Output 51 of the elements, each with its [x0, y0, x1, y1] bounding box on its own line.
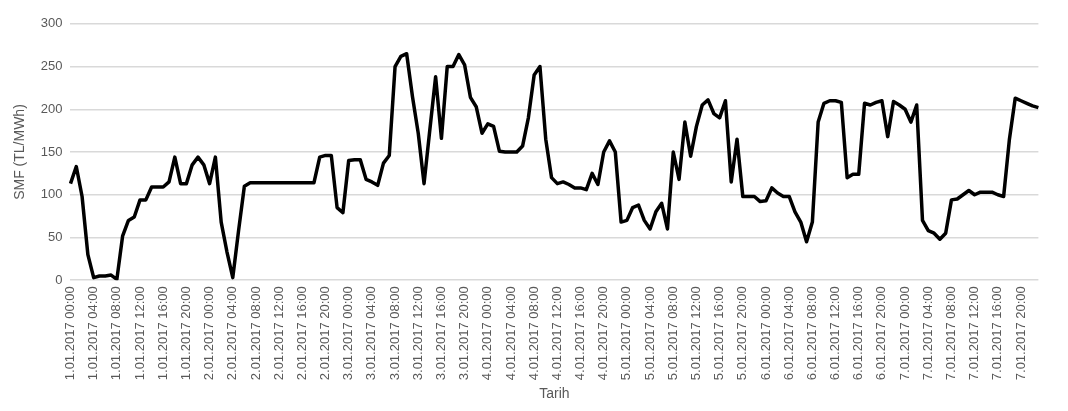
x-tick-label: 7.01.2017 04:00 — [919, 286, 935, 381]
y-tick-label: 0 — [55, 271, 63, 287]
x-tick-label: 2.01.2017 20:00 — [317, 286, 333, 381]
x-tick-label: 1.01.2017 20:00 — [177, 286, 193, 381]
x-tick-label: 1.01.2017 12:00 — [131, 286, 147, 381]
y-axis-title: SMF (TL/MWh) — [11, 104, 28, 200]
x-tick-label: 2.01.2017 08:00 — [247, 286, 263, 381]
x-tick-label: 6.01.2017 04:00 — [780, 286, 796, 381]
y-tick-label: 100 — [40, 186, 63, 202]
x-tick-label: 4.01.2017 00:00 — [479, 286, 495, 381]
x-tick-label: 4.01.2017 04:00 — [502, 286, 518, 381]
x-tick-label: 6.01.2017 20:00 — [873, 286, 889, 381]
x-tick-label: 7.01.2017 12:00 — [966, 286, 982, 381]
x-tick-label: 3.01.2017 08:00 — [386, 286, 402, 381]
x-tick-label: 1.01.2017 08:00 — [108, 286, 124, 381]
x-tick-label: 3.01.2017 12:00 — [409, 286, 425, 381]
x-tick-label: 5.01.2017 08:00 — [664, 286, 680, 381]
x-tick-label: 3.01.2017 04:00 — [363, 286, 379, 381]
y-tick-label: 50 — [48, 229, 63, 245]
x-tick-label: 7.01.2017 20:00 — [1012, 286, 1028, 381]
x-tick-label: 7.01.2017 00:00 — [896, 286, 912, 381]
x-tick-label: 2.01.2017 04:00 — [224, 286, 240, 381]
y-tick-label: 200 — [40, 100, 63, 116]
y-tick-label: 300 — [40, 15, 63, 31]
x-tick-label: 5.01.2017 16:00 — [711, 286, 727, 381]
x-tick-label: 6.01.2017 08:00 — [803, 286, 819, 381]
x-tick-label: 7.01.2017 16:00 — [989, 286, 1005, 381]
x-tick-label: 4.01.2017 16:00 — [572, 286, 588, 381]
x-tick-label: 2.01.2017 00:00 — [201, 286, 217, 381]
x-tick-label: 4.01.2017 20:00 — [595, 286, 611, 381]
x-tick-label: 5.01.2017 04:00 — [641, 286, 657, 381]
x-tick-label: 4.01.2017 08:00 — [525, 286, 541, 381]
x-tick-label: 7.01.2017 08:00 — [943, 286, 959, 381]
x-tick-label: 5.01.2017 12:00 — [688, 286, 704, 381]
x-tick-label: 3.01.2017 16:00 — [433, 286, 448, 381]
x-tick-label: 1.01.2017 16:00 — [154, 286, 170, 381]
x-axis-title: Tarih — [539, 385, 570, 402]
x-tick-label: 2.01.2017 16:00 — [293, 286, 309, 381]
x-tick-label: 1.01.2017 00:00 — [62, 286, 78, 381]
x-tick-label: 5.01.2017 00:00 — [618, 286, 634, 381]
x-tick-label: 6.01.2017 12:00 — [827, 286, 843, 381]
x-tick-label: 2.01.2017 12:00 — [270, 286, 286, 381]
x-tick-label: 1.01.2017 04:00 — [85, 286, 101, 381]
x-tick-label: 6.01.2017 16:00 — [850, 286, 866, 381]
x-tick-label: 6.01.2017 00:00 — [757, 286, 773, 381]
y-tick-label: 250 — [40, 58, 63, 74]
y-tick-label: 150 — [40, 143, 63, 159]
x-tick-label: 3.01.2017 20:00 — [456, 286, 472, 381]
x-tick-label: 4.01.2017 12:00 — [548, 286, 564, 381]
x-tick-label: 5.01.2017 20:00 — [734, 286, 750, 381]
x-tick-label: 3.01.2017 00:00 — [340, 286, 356, 381]
